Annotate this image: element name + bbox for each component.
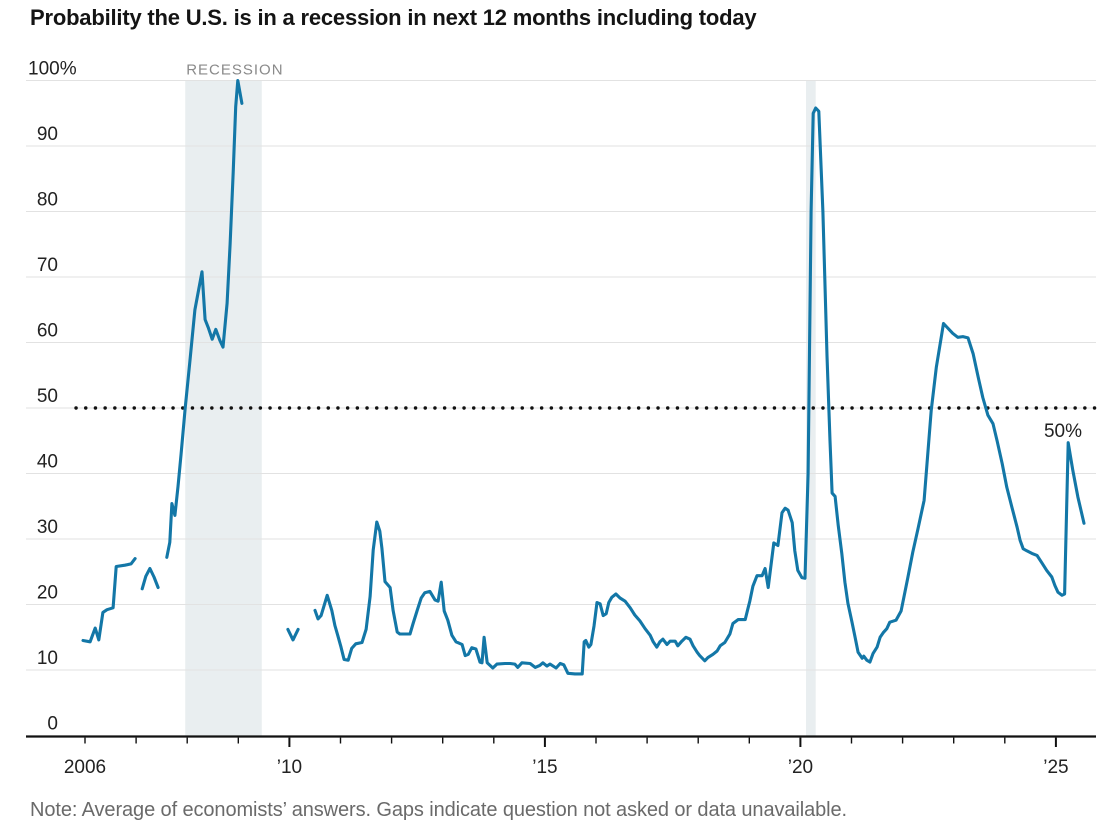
y-axis-label: 0 — [47, 714, 58, 735]
y-axis-label: 100% — [28, 59, 77, 80]
y-axis-label: 50 — [37, 386, 58, 407]
x-axis-label: 2006 — [64, 757, 106, 778]
y-axis-label: 10 — [37, 648, 58, 669]
y-axis-label: 40 — [37, 452, 58, 473]
data-line-segment — [313, 106, 1086, 676]
x-axis-label: ’15 — [532, 757, 557, 778]
chart-note: Note: Average of economists’ answers. Ga… — [30, 799, 847, 821]
y-axis-label: 80 — [37, 190, 58, 211]
x-axis-label: ’10 — [277, 757, 302, 778]
data-line-segment — [286, 627, 300, 642]
x-axis-label: ’20 — [788, 757, 813, 778]
threshold-label: 50% — [1044, 421, 1082, 442]
x-axis-label: ’25 — [1043, 757, 1068, 778]
data-line-segment — [165, 78, 244, 559]
data-line-segment — [81, 557, 137, 644]
y-axis-label: 60 — [37, 321, 58, 342]
chart-title: Probability the U.S. is in a recession i… — [30, 5, 757, 30]
y-axis-label: 30 — [37, 517, 58, 538]
y-axis-label: 90 — [37, 124, 58, 145]
y-axis-label: 20 — [37, 583, 58, 604]
recession-annotation-label: RECESSION — [186, 62, 283, 79]
data-line-segment — [140, 566, 160, 591]
y-axis-label: 70 — [37, 255, 58, 276]
